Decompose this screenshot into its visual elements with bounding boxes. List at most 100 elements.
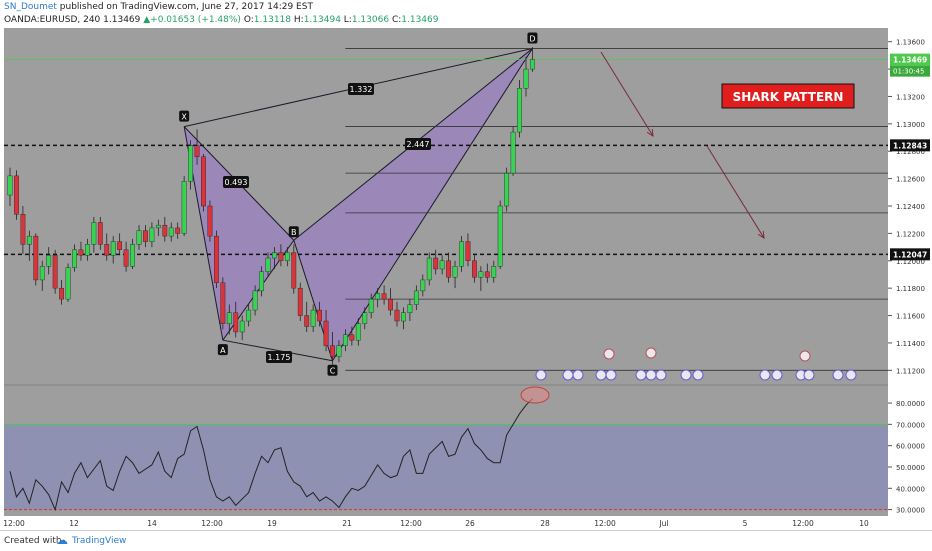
- candle-body: [310, 309, 316, 327]
- economic-event-icon: [572, 369, 584, 381]
- author-link[interactable]: SN_Doumet: [4, 2, 57, 12]
- candle-body: [239, 320, 245, 333]
- candle-body: [91, 222, 97, 245]
- current-price-tag-bg: [890, 53, 930, 66]
- time-tick-label: 26: [465, 519, 475, 528]
- time-tick-label: 21: [342, 519, 352, 528]
- pivot-d-badge: [527, 32, 538, 44]
- candle-body: [517, 88, 522, 133]
- price-tick-label: 1.11200: [896, 367, 925, 375]
- candle-body: [7, 175, 13, 196]
- candle-body: [523, 68, 529, 89]
- time-tick-label: 19: [267, 519, 277, 528]
- price-axis-bg: [888, 28, 932, 530]
- level-price-tag: 1.12843: [893, 141, 927, 150]
- time-tick-label: 12:00: [792, 519, 814, 528]
- ratio-badge: [266, 351, 292, 363]
- candle-body: [355, 323, 361, 341]
- bearish-arrow-1-head: [646, 128, 654, 137]
- bearish-arrow-2: [706, 145, 765, 239]
- candle-body: [233, 312, 239, 333]
- low-value: 1.13066: [351, 15, 390, 25]
- xab-triangle: [184, 126, 294, 341]
- low-label: L:: [343, 15, 352, 25]
- candle-body: [530, 59, 535, 70]
- candle-body: [426, 257, 432, 281]
- candle-body: [465, 241, 471, 261]
- oscillator-line: [9, 398, 533, 512]
- economic-event-icon: [655, 369, 667, 381]
- candle-body: [149, 227, 155, 242]
- candle-body: [368, 298, 374, 314]
- economic-event-icon: [635, 369, 647, 381]
- level-price-tag-bg: [890, 248, 930, 261]
- economic-event-icon: [759, 369, 771, 381]
- up-triangle-icon: ▲: [143, 15, 151, 25]
- economic-event-icon: [845, 369, 857, 381]
- pivot-a-label: A: [220, 346, 226, 355]
- candle-body: [97, 222, 103, 245]
- economic-event-icon: [605, 369, 617, 381]
- ratio-badge: [348, 83, 374, 95]
- candle-body: [407, 304, 413, 314]
- candle-body: [497, 205, 503, 267]
- candle-body: [459, 241, 464, 267]
- price-chart[interactable]: X A B C D 0.493 1.332 1.175 2.447 SHARK PATTERN 1…: [0, 28, 932, 530]
- pattern-leg-ac: [222, 339, 333, 362]
- osc-tick-label: 70.0000: [896, 421, 925, 429]
- candle-body: [246, 309, 252, 322]
- candle-body: [252, 290, 258, 311]
- high-value: 1.13494: [303, 15, 341, 25]
- countdown-timer: 01:30:45: [893, 68, 924, 76]
- pattern-title-badge: [721, 83, 855, 109]
- pivot-c-label: C: [330, 367, 336, 376]
- candle-body: [194, 145, 200, 157]
- candle-body: [104, 244, 110, 256]
- footer: Created with ☁ TradingView: [0, 530, 932, 551]
- candle-body: [110, 241, 116, 256]
- ratio-badge: [223, 176, 249, 188]
- tradingview-cloud-icon: ☁: [56, 533, 68, 547]
- pivot-b-badge: [288, 226, 299, 238]
- candle-body: [272, 252, 277, 259]
- economic-event-icon: [803, 369, 815, 381]
- time-tick-label: Jul: [658, 519, 668, 528]
- candle-body: [420, 279, 426, 292]
- price-tick-label: 1.13000: [896, 121, 925, 129]
- last-price: 1.13469: [103, 15, 141, 25]
- close-value: 1.13469: [401, 15, 439, 25]
- ratio-label: 0.493: [225, 178, 248, 187]
- price-tick-label: 1.13600: [896, 39, 925, 47]
- open-label: O:: [243, 15, 254, 25]
- pivot-x-badge: [179, 110, 190, 122]
- candle-body: [452, 266, 458, 278]
- time-tick-label: 12:00: [3, 519, 25, 528]
- tradingview-brand[interactable]: TradingView: [72, 536, 127, 546]
- candle-body: [349, 334, 355, 341]
- time-tick-label: 12:00: [201, 519, 223, 528]
- candle-body: [188, 145, 193, 182]
- candle-body: [117, 241, 123, 251]
- candle-body: [491, 266, 497, 278]
- candle-body: [413, 290, 419, 305]
- price-tick-label: 1.11400: [896, 340, 925, 348]
- osc-tick-label: 80.0000: [896, 400, 925, 408]
- candle-body: [123, 249, 129, 267]
- candle-body: [478, 271, 484, 278]
- candle-body: [226, 312, 232, 324]
- time-tick-label: 12:00: [594, 519, 616, 528]
- candle-body: [362, 312, 368, 324]
- economic-event-icon: [771, 369, 783, 381]
- candle-body: [213, 235, 219, 283]
- candle-body: [446, 260, 451, 278]
- candle-body: [278, 252, 284, 261]
- candle-body: [136, 230, 142, 245]
- candle-body: [330, 345, 335, 357]
- economic-event-icon: [692, 369, 704, 381]
- candle-body: [284, 252, 290, 261]
- candle-body: [317, 309, 322, 322]
- candle-body: [72, 249, 77, 268]
- economic-event-icon: [799, 350, 811, 362]
- price-tick-label: 1.12600: [896, 176, 925, 184]
- candle-body: [291, 252, 297, 289]
